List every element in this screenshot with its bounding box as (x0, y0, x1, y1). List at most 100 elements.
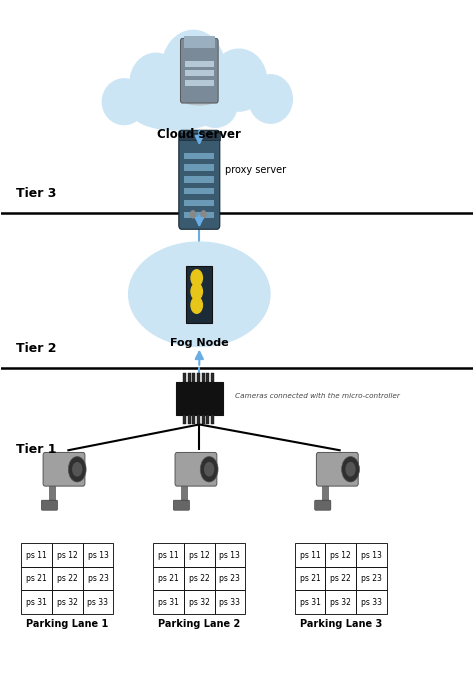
Circle shape (191, 283, 202, 299)
Text: ps 21: ps 21 (300, 574, 320, 583)
Text: proxy server: proxy server (225, 165, 286, 174)
Text: ps 12: ps 12 (189, 551, 210, 560)
Text: ps 31: ps 31 (158, 598, 179, 607)
Bar (154, 567, 184, 590)
Circle shape (72, 462, 82, 477)
Bar (211, 372, 214, 383)
Text: ps 32: ps 32 (330, 598, 351, 607)
FancyBboxPatch shape (175, 452, 217, 486)
Text: ps 31: ps 31 (300, 598, 320, 607)
Text: ps 33: ps 33 (219, 598, 240, 607)
Circle shape (346, 462, 356, 477)
Bar (176, 383, 223, 415)
Ellipse shape (249, 75, 292, 123)
Circle shape (342, 456, 359, 482)
Bar (356, 590, 387, 614)
Bar (184, 200, 214, 206)
Bar (206, 415, 210, 425)
Text: Tier 1: Tier 1 (16, 443, 56, 456)
Bar (185, 70, 214, 76)
Bar (188, 372, 191, 383)
Bar (184, 212, 214, 218)
Bar (185, 61, 214, 66)
Text: ps 11: ps 11 (300, 551, 320, 560)
Bar (325, 544, 356, 567)
Bar (82, 544, 113, 567)
Bar (215, 567, 245, 590)
Text: ps 31: ps 31 (26, 598, 47, 607)
Bar (183, 372, 186, 383)
Bar (184, 188, 214, 194)
Bar (21, 590, 52, 614)
Text: Parking Lane 2: Parking Lane 2 (158, 619, 240, 629)
Text: Parking Lane 3: Parking Lane 3 (300, 619, 382, 629)
Text: ps 23: ps 23 (88, 574, 109, 583)
Ellipse shape (162, 30, 225, 108)
Bar (215, 544, 245, 567)
Text: ps 13: ps 13 (88, 551, 109, 560)
Bar (183, 415, 186, 425)
Bar (197, 415, 200, 425)
Bar (21, 544, 52, 567)
Bar (185, 80, 214, 86)
Text: ps 21: ps 21 (158, 574, 179, 583)
Text: ps 33: ps 33 (88, 598, 109, 607)
Ellipse shape (102, 79, 146, 124)
Bar (295, 567, 325, 590)
Text: Tier 2: Tier 2 (16, 342, 56, 355)
FancyBboxPatch shape (184, 37, 215, 48)
Bar (201, 415, 205, 425)
Bar (184, 164, 214, 171)
Bar (188, 415, 191, 425)
FancyBboxPatch shape (315, 500, 331, 510)
Bar (21, 567, 52, 590)
Bar (192, 415, 195, 425)
Bar (186, 266, 212, 323)
Bar (82, 590, 113, 614)
Bar (179, 132, 220, 140)
Bar (206, 372, 210, 383)
FancyBboxPatch shape (173, 500, 190, 510)
Text: Cloud server: Cloud server (157, 128, 241, 141)
Text: Fog Node: Fog Node (170, 338, 228, 348)
Bar (52, 544, 82, 567)
Bar (356, 567, 387, 590)
Text: Parking Lane 1: Parking Lane 1 (26, 619, 109, 629)
Text: ps 32: ps 32 (189, 598, 210, 607)
Ellipse shape (186, 98, 213, 105)
Text: ps 32: ps 32 (57, 598, 78, 607)
Bar (82, 567, 113, 590)
Bar (184, 153, 214, 159)
Bar (154, 590, 184, 614)
Ellipse shape (128, 242, 270, 346)
Bar (192, 372, 195, 383)
Circle shape (204, 462, 214, 477)
Bar (356, 544, 387, 567)
Bar (154, 544, 184, 567)
Circle shape (201, 211, 206, 218)
FancyBboxPatch shape (43, 452, 85, 486)
Bar (52, 567, 82, 590)
Text: ps 21: ps 21 (27, 574, 47, 583)
Text: ps 22: ps 22 (189, 574, 210, 583)
Text: ps 13: ps 13 (219, 551, 240, 560)
Circle shape (200, 456, 218, 482)
Circle shape (191, 211, 195, 218)
Ellipse shape (130, 53, 182, 112)
Text: ps 23: ps 23 (219, 574, 240, 583)
Text: ps 13: ps 13 (361, 551, 382, 560)
FancyBboxPatch shape (317, 452, 358, 486)
Ellipse shape (211, 49, 266, 111)
Circle shape (68, 456, 86, 482)
Bar (215, 590, 245, 614)
Circle shape (191, 297, 202, 313)
Circle shape (191, 270, 202, 286)
Text: ps 33: ps 33 (361, 598, 382, 607)
Bar (295, 544, 325, 567)
Ellipse shape (130, 90, 221, 130)
Text: ps 22: ps 22 (330, 574, 351, 583)
Bar (184, 567, 215, 590)
Bar (197, 372, 200, 383)
Ellipse shape (193, 84, 237, 127)
Bar (295, 590, 325, 614)
